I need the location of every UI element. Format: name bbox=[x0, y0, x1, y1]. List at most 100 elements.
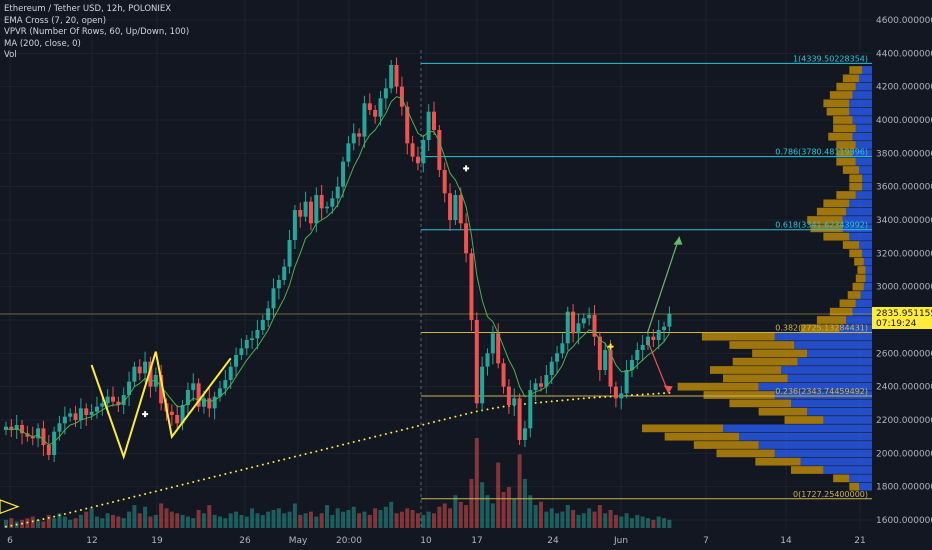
volume-bar bbox=[592, 511, 597, 528]
volume-bar bbox=[132, 505, 137, 528]
volume-bar bbox=[619, 516, 624, 528]
candle-body bbox=[442, 170, 447, 194]
fib-level-label: 1(4339.50228354) bbox=[793, 54, 868, 63]
volume-bar bbox=[153, 514, 158, 528]
volume-bar bbox=[448, 508, 453, 528]
candle-body bbox=[613, 386, 618, 399]
ma200-dot bbox=[53, 515, 56, 518]
candle-body bbox=[271, 288, 276, 309]
volume-bar bbox=[68, 519, 73, 528]
candle-body bbox=[36, 428, 41, 439]
ma200-dot bbox=[572, 398, 575, 401]
volume-bar bbox=[490, 503, 495, 528]
ma200-dot bbox=[293, 455, 296, 458]
arrow-up-line[interactable] bbox=[646, 236, 680, 334]
candle-body bbox=[458, 195, 463, 224]
candle-body bbox=[549, 361, 554, 375]
candle-body bbox=[62, 416, 67, 424]
ma200-dot bbox=[352, 441, 355, 443]
candle-body bbox=[319, 195, 324, 209]
volume-bar bbox=[603, 513, 608, 528]
volume-bar bbox=[389, 501, 394, 528]
candle-body bbox=[314, 195, 319, 224]
ma200-dot bbox=[101, 503, 104, 506]
ma200-dot bbox=[523, 403, 526, 405]
ma200-dot bbox=[235, 470, 238, 473]
price-tag-price: 2835.95115514 bbox=[876, 309, 932, 319]
volume-bar bbox=[608, 510, 613, 528]
volume-bar bbox=[453, 495, 458, 528]
vp-row-up bbox=[758, 407, 808, 416]
fib-retracement[interactable]: 1(4339.50228354) 0.786(3780.48119396) 0.61… bbox=[420, 50, 872, 530]
ma200-dot bbox=[133, 495, 136, 498]
candle-body bbox=[656, 330, 661, 340]
candle-body bbox=[437, 130, 442, 170]
candle-body bbox=[597, 336, 602, 370]
user-drawings[interactable] bbox=[0, 165, 683, 514]
zigzag-pattern[interactable] bbox=[90, 351, 232, 460]
volume-bar bbox=[212, 514, 217, 528]
ma200-dot bbox=[331, 446, 334, 449]
candle-body bbox=[432, 111, 436, 130]
candle-body bbox=[223, 380, 228, 389]
candle-body bbox=[228, 366, 233, 380]
ma200-dot bbox=[454, 415, 457, 418]
vp-row-down bbox=[787, 374, 872, 383]
ma200-dot bbox=[256, 465, 259, 467]
vp-row-down bbox=[849, 107, 872, 116]
candle-body bbox=[448, 193, 453, 220]
candle-body bbox=[651, 336, 656, 340]
vp-row-down bbox=[855, 157, 872, 166]
vp-row-up bbox=[842, 241, 860, 249]
ma200-dot bbox=[117, 499, 120, 502]
time-axis[interactable]: 6 12 19 26 May 20:00 10 17 24 Jun 7 14 21 bbox=[7, 536, 866, 546]
volume-bar bbox=[651, 519, 656, 528]
vp-row-down bbox=[846, 207, 872, 216]
legend-ema[interactable]: EMA Cross (7, 20, open) bbox=[4, 15, 107, 26]
ma200-dot bbox=[26, 521, 29, 524]
candle-body bbox=[137, 366, 142, 374]
ma200-dot bbox=[647, 393, 649, 396]
legend-vol[interactable]: Vol bbox=[4, 50, 17, 60]
volume-bar bbox=[587, 508, 592, 528]
volume-bar bbox=[367, 514, 372, 528]
volume-bar bbox=[244, 516, 249, 528]
legend-vpvr[interactable]: VPVR (Number Of Rows, 60, Up/Down, 100) bbox=[4, 27, 190, 37]
vp-row-up bbox=[701, 332, 775, 341]
ma200-dot bbox=[90, 506, 93, 509]
x-tick-label: Jun bbox=[613, 536, 628, 546]
volume-bar bbox=[164, 508, 169, 528]
vp-row-down bbox=[859, 241, 872, 249]
ema-polyline bbox=[5, 96, 670, 446]
candle-body bbox=[373, 110, 378, 117]
ma200-dot bbox=[309, 451, 312, 454]
vp-row-down bbox=[739, 432, 872, 441]
candle-body bbox=[351, 133, 356, 144]
arrow-down-line[interactable] bbox=[646, 339, 670, 394]
ma200-dot bbox=[550, 400, 553, 403]
candle-body bbox=[501, 363, 506, 387]
candle-body bbox=[234, 355, 239, 367]
volume-bar bbox=[357, 513, 362, 528]
candle-body bbox=[276, 280, 281, 289]
ma200-dot bbox=[604, 395, 607, 398]
vp-row-down bbox=[823, 416, 872, 424]
ma200-dot bbox=[400, 429, 403, 431]
legend-symbol[interactable]: Ethereum / Tether USD, 12h, POLONIEX bbox=[4, 4, 172, 14]
volume-bar bbox=[271, 510, 276, 528]
ma200-dot bbox=[363, 438, 366, 441]
candle-body bbox=[30, 436, 35, 439]
vp-row-down bbox=[862, 66, 872, 74]
candle-body bbox=[539, 383, 543, 387]
volume-bar bbox=[260, 514, 265, 528]
ma200-dot bbox=[240, 469, 243, 471]
ma200-dot bbox=[534, 401, 537, 404]
ma200-dot bbox=[47, 516, 50, 519]
vp-row-down bbox=[859, 166, 872, 174]
vp-row-up bbox=[849, 249, 863, 258]
legend-ma[interactable]: MA (200, close, 0) bbox=[4, 38, 81, 49]
candle-body bbox=[84, 408, 89, 415]
vp-row-down bbox=[849, 199, 872, 208]
ma200-dot bbox=[219, 474, 221, 477]
